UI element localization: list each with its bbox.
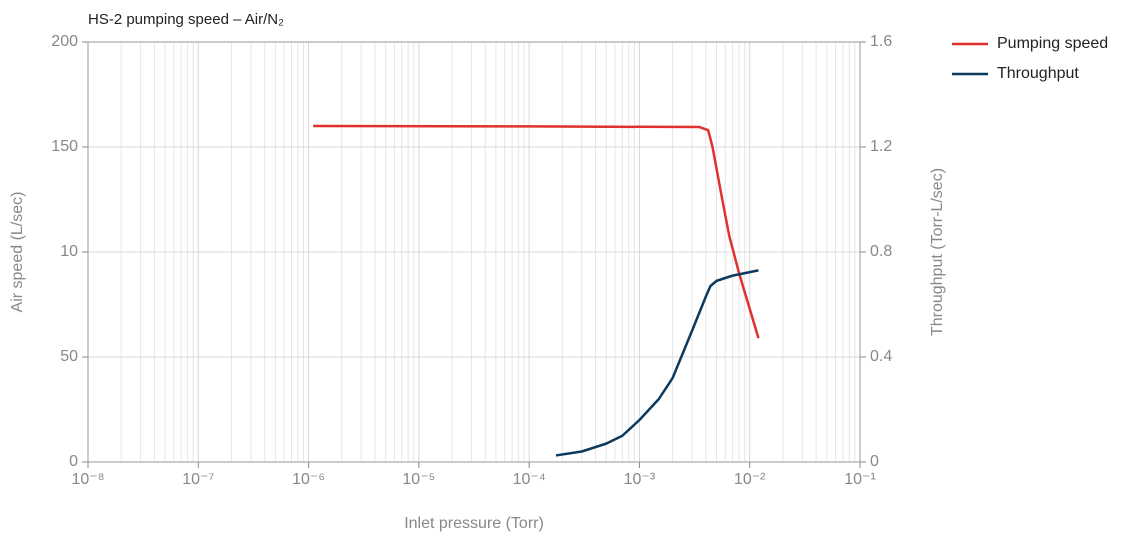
y-tick-label: 200 (51, 33, 78, 50)
y-tick-label: 150 (51, 138, 78, 155)
y-tick-label: 0 (69, 453, 78, 470)
y2-tick-label: 0.8 (870, 243, 892, 260)
plot-frame (87, 41, 861, 463)
x-tick-label: 10⁻² (734, 471, 766, 488)
x-axis-label: Inlet pressure (Torr) (404, 515, 544, 532)
x-tick-label: 10⁻⁴ (513, 471, 546, 488)
series-line (313, 124, 760, 339)
series-line (555, 269, 759, 457)
y2-tick-label: 1.2 (870, 138, 892, 155)
x-tick-label: 10⁻⁷ (182, 471, 214, 488)
x-tick-label: 10⁻⁶ (292, 471, 325, 488)
x-tick-label: 10⁻⁵ (402, 471, 435, 488)
x-tick-label: 10⁻¹ (844, 471, 876, 488)
y2-axis-label: Throughput (Torr-L/sec) (929, 168, 946, 336)
y-axis-label: Air speed (L/sec) (9, 192, 26, 313)
y-tick-label: 50 (60, 348, 78, 365)
x-tick-label: 10⁻³ (624, 471, 656, 488)
y2-tick-label: 1.6 (870, 33, 892, 50)
x-tick-label: 10⁻⁸ (72, 471, 105, 488)
chart-title: HS-2 pumping speed – Air/N₂ (88, 11, 284, 28)
legend-label: Throughput (997, 65, 1079, 82)
y2-tick-label: 0 (870, 453, 879, 470)
legend-label: Pumping speed (997, 35, 1108, 52)
y-tick-label: 10 (60, 243, 78, 260)
y2-tick-label: 0.4 (870, 348, 892, 365)
